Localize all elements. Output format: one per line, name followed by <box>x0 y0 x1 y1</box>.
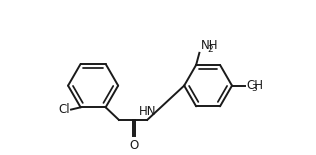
Text: 3: 3 <box>252 84 257 93</box>
Text: O: O <box>129 139 138 151</box>
Text: CH: CH <box>246 79 263 92</box>
Text: NH: NH <box>201 39 218 52</box>
Text: HN: HN <box>138 105 156 118</box>
Text: 2: 2 <box>207 44 213 53</box>
Text: Cl: Cl <box>58 103 70 116</box>
